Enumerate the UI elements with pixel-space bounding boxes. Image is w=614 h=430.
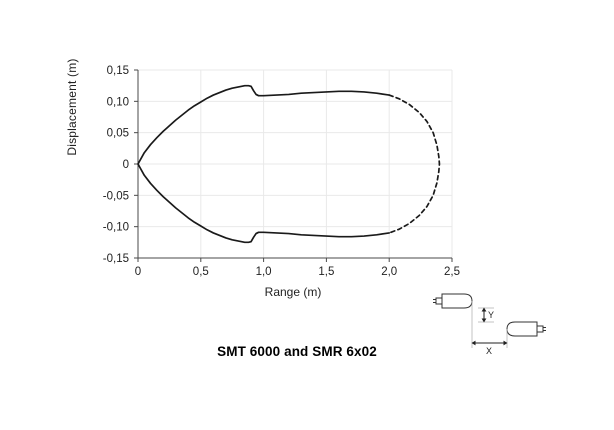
closing-arc-dashed [388, 94, 441, 234]
dimension-guides [471, 301, 508, 348]
svg-text:-0,15: -0,15 [103, 253, 129, 265]
tick-labels: 0 0,5 1,0 1,5 2,0 2,5 0,15 0,10 0,05 0 -0,05 -0,10 -… [103, 65, 460, 278]
svg-text:0,15: 0,15 [107, 65, 129, 77]
svg-text:-0,05: -0,05 [103, 190, 129, 202]
y-dimension-arrow: Y [481, 307, 494, 323]
data-series [137, 84, 441, 244]
svg-text:0: 0 [123, 159, 129, 171]
svg-text:0,10: 0,10 [107, 96, 129, 108]
svg-text:0: 0 [135, 266, 141, 278]
svg-text:1,5: 1,5 [318, 266, 334, 278]
x-axis-label: Range (m) [264, 285, 322, 299]
chart-title: SMT 6000 and SMR 6x02 [217, 344, 377, 359]
svg-text:-0,10: -0,10 [103, 222, 129, 234]
sensor-offset-schematic: Y X [433, 293, 546, 356]
lower-sensor-body [506, 321, 546, 337]
grid-lines [137, 69, 453, 259]
svg-text:2,5: 2,5 [444, 266, 460, 278]
svg-text:2,0: 2,0 [381, 266, 397, 278]
x-dimension-label: X [486, 346, 492, 356]
y-dimension-label: Y [488, 310, 494, 320]
svg-text:0,5: 0,5 [193, 266, 209, 278]
upper-boundary-solid [137, 84, 391, 165]
svg-text:1,0: 1,0 [256, 266, 272, 278]
x-dimension-arrow: X [471, 340, 508, 356]
lower-boundary-solid [137, 163, 391, 244]
svg-text:0,05: 0,05 [107, 128, 129, 140]
upper-sensor-body [433, 293, 473, 309]
